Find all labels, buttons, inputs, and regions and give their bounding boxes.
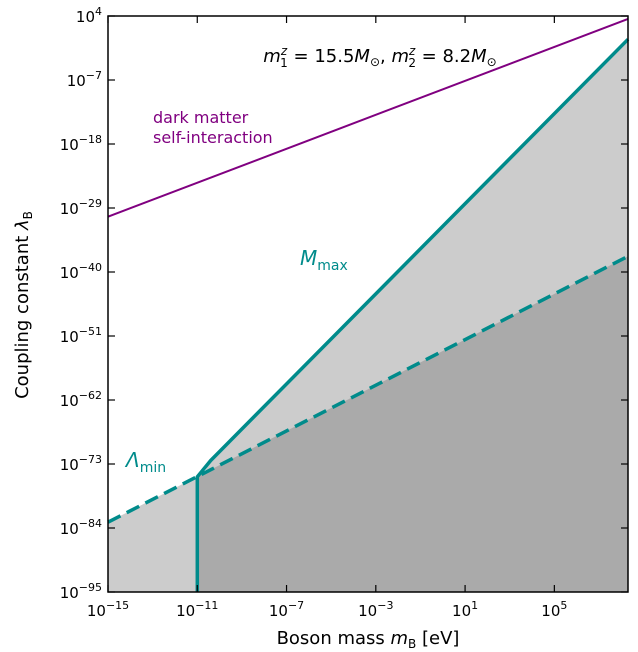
x-tick-label-0: 10−15 (87, 599, 129, 620)
plot-frame (107, 15, 629, 593)
y-tick-label-2: 10−18 (60, 133, 102, 154)
lambda-min-label: Λmin (124, 448, 166, 476)
mmax-label: Mmax (300, 246, 348, 274)
series-line-0 (107, 17, 629, 218)
dark-matter-label-line1: dark matter (153, 108, 249, 127)
y-axis-ticks: 104 10−7 10−18 10−29 10−40 10−51 10−62 10−73 10−… (60, 5, 628, 602)
y-tick-label-8: 10−84 (60, 517, 102, 538)
x-tick-label-5: 105 (541, 599, 567, 620)
x-axis-ticks: 10−15 10−11 10−7 10−3 101 105 (87, 16, 567, 620)
x-tick-label-2: 10−7 (269, 599, 304, 620)
shaded-regions (108, 39, 628, 593)
x-tick-label-4: 101 (452, 599, 478, 620)
x-tick-label-3: 10−3 (358, 599, 393, 620)
series-lines (107, 17, 630, 592)
y-axis-label: Coupling constant λB (12, 211, 35, 399)
y-tick-label-4: 10−40 (60, 261, 102, 282)
series-line-1 (195, 38, 630, 592)
dark-matter-label-line2: self-interaction (153, 128, 273, 147)
y-tick-label-7: 10−73 (60, 453, 102, 474)
y-tick-label-5: 10−51 (60, 325, 102, 346)
y-tick-label-0: 104 (76, 5, 102, 26)
x-axis-label: Boson mass mB [eV] (277, 628, 460, 651)
x-tick-label-1: 10−11 (176, 599, 218, 620)
chart-title: mz 1 = 15.5M⊙, mz 2 = 8.2M⊙ (263, 44, 496, 70)
y-tick-label-6: 10−62 (60, 389, 102, 410)
y-tick-label-1: 10−7 (67, 69, 102, 90)
dark-matter-label: dark matter self-interaction (153, 108, 273, 147)
region-dark-gray (197, 256, 628, 592)
y-tick-label-9: 10−95 (60, 581, 102, 602)
series-line-2 (107, 254, 629, 524)
y-tick-label-3: 10−29 (60, 197, 102, 218)
